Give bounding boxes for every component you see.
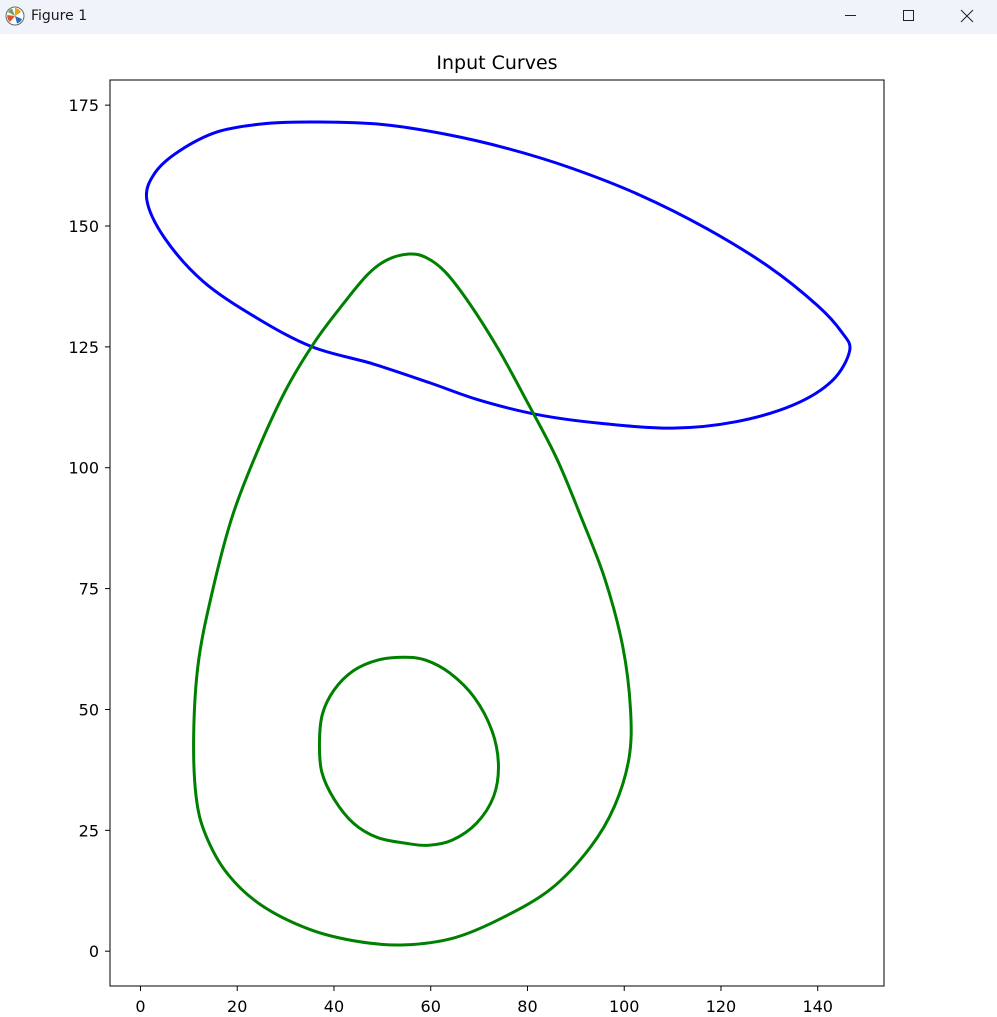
matplotlib-logo-icon: [5, 6, 25, 26]
y-tick-label: 125: [68, 338, 99, 357]
y-tick-label: 50: [79, 700, 99, 719]
maximize-icon: [903, 10, 914, 21]
y-tick-label: 150: [68, 217, 99, 236]
chart-title: Input Curves: [436, 52, 557, 74]
curves-layer: [144, 120, 852, 947]
close-icon: [960, 9, 974, 23]
x-tick-label: 60: [421, 997, 441, 1013]
y-tick-label: 100: [68, 459, 99, 478]
chart: Input Curves 0 20 40 60 80 100 120 140 0 25 50 75 1…: [68, 52, 885, 1016]
curve-2: [192, 252, 633, 947]
axes-frame: [109, 79, 885, 987]
curve-3: [317, 655, 500, 847]
maximize-button[interactable]: [880, 0, 936, 34]
y-axis: 0 25 50 75 100 125 150 175: [68, 96, 110, 961]
figure-canvas: Input Curves 0 20 40 60 80 100 120 140 0 25 50 75 1…: [0, 34, 997, 1016]
y-tick-label: 175: [68, 96, 99, 115]
y-tick-label: 0: [89, 942, 99, 961]
x-tick-label: 40: [324, 997, 344, 1013]
x-tick-label: 20: [227, 997, 247, 1013]
x-tick-label: 0: [135, 997, 145, 1013]
y-tick-label: 25: [79, 821, 99, 840]
window-titlebar: Figure 1: [0, 0, 997, 34]
y-tick-label: 75: [79, 580, 99, 599]
x-tick-label: 100: [609, 997, 640, 1013]
x-axis: 0 20 40 60 80 100 120 140: [135, 986, 833, 1016]
close-button[interactable]: [938, 0, 994, 34]
x-tick-label: 120: [706, 997, 737, 1013]
x-tick-label: 80: [517, 997, 537, 1013]
curve-1: [144, 120, 852, 430]
window-title: Figure 1: [31, 8, 88, 24]
minimize-button[interactable]: [822, 0, 878, 34]
minimize-icon: [845, 15, 856, 16]
x-tick-label: 140: [802, 997, 833, 1013]
